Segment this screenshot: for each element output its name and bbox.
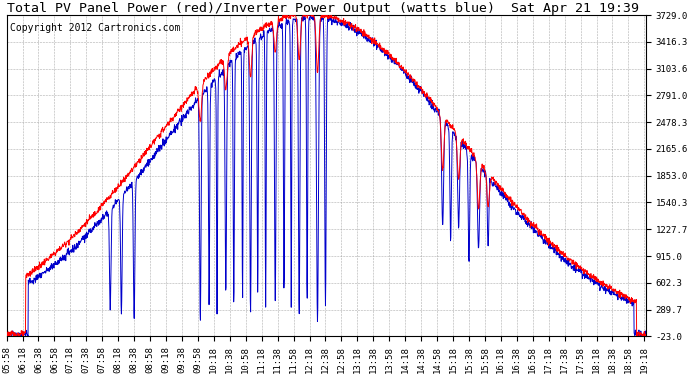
Text: Total PV Panel Power (red)/Inverter Power Output (watts blue)  Sat Apr 21 19:39: Total PV Panel Power (red)/Inverter Powe… <box>7 2 638 15</box>
Text: Copyright 2012 Cartronics.com: Copyright 2012 Cartronics.com <box>10 23 180 33</box>
